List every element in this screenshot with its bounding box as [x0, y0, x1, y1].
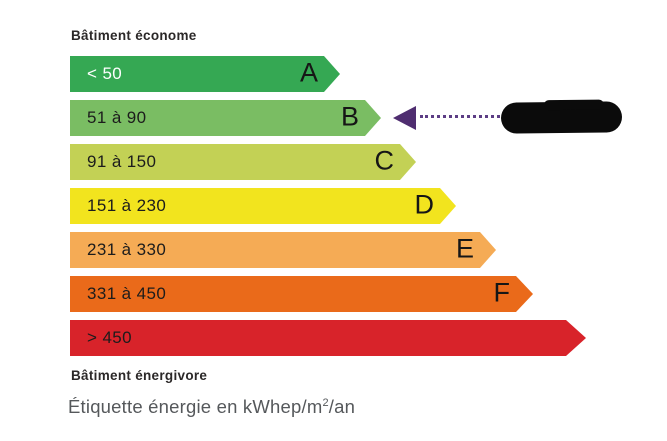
- energy-class-bar-D: 151 à 230 D: [70, 188, 456, 224]
- range-label: < 50: [87, 64, 123, 83]
- energy-class-bar-A: < 50 A: [70, 56, 340, 92]
- bar-row-D: 151 à 230 D: [70, 188, 456, 224]
- class-letter: B: [340, 101, 359, 132]
- class-letter: C: [374, 145, 395, 176]
- caption-text: Étiquette énergie en kWhep/m: [68, 396, 323, 417]
- caption-suffix: /an: [328, 396, 356, 417]
- dotted-connector-line: [420, 115, 500, 118]
- arrow-tip: [480, 232, 496, 268]
- arrow-tip: [324, 56, 340, 92]
- class-letter: A: [299, 57, 318, 88]
- class-letter: E: [455, 233, 474, 264]
- class-letter: D: [414, 189, 435, 220]
- bar-row-A: < 50 A: [70, 56, 340, 92]
- economical-building-label: Bâtiment économe: [71, 28, 197, 43]
- selected-class-arrow-icon: [393, 106, 416, 130]
- energy-class-bar-E: 231 à 330 E: [70, 232, 496, 268]
- class-letter: F: [493, 277, 511, 308]
- arrow-tip: [566, 320, 586, 356]
- energy-class-bar-G: > 450: [70, 320, 586, 356]
- arrow-tip: [440, 188, 456, 224]
- energy-class-bar-B: 51 à 90 B: [70, 100, 381, 136]
- energy-class-bar-F: 331 à 450 F: [70, 276, 533, 312]
- bar-row-G: > 450: [70, 320, 586, 356]
- range-label: 91 à 150: [87, 152, 157, 171]
- arrow-tip: [400, 144, 416, 180]
- redacted-value-blob: [500, 101, 623, 134]
- caption: Étiquette énergie en kWhep/m2/an: [68, 396, 355, 418]
- arrow-tip: [516, 276, 533, 312]
- energy-class-bar-C: 91 à 150 C: [70, 144, 416, 180]
- range-label: 151 à 230: [87, 196, 167, 215]
- bar-row-C: 91 à 150 C: [70, 144, 416, 180]
- range-label: 331 à 450: [87, 284, 167, 303]
- energy-intensive-building-label: Bâtiment énergivore: [71, 368, 208, 383]
- range-label: 51 à 90: [87, 108, 147, 127]
- caption-superscript: 2: [322, 396, 329, 409]
- range-label: 231 à 330: [87, 240, 167, 259]
- bar-row-F: 331 à 450 F: [70, 276, 533, 312]
- bar-row-B: 51 à 90 B: [70, 100, 381, 136]
- bar-row-E: 231 à 330 E: [70, 232, 496, 268]
- range-label: > 450: [87, 328, 133, 347]
- arrow-tip: [365, 100, 381, 136]
